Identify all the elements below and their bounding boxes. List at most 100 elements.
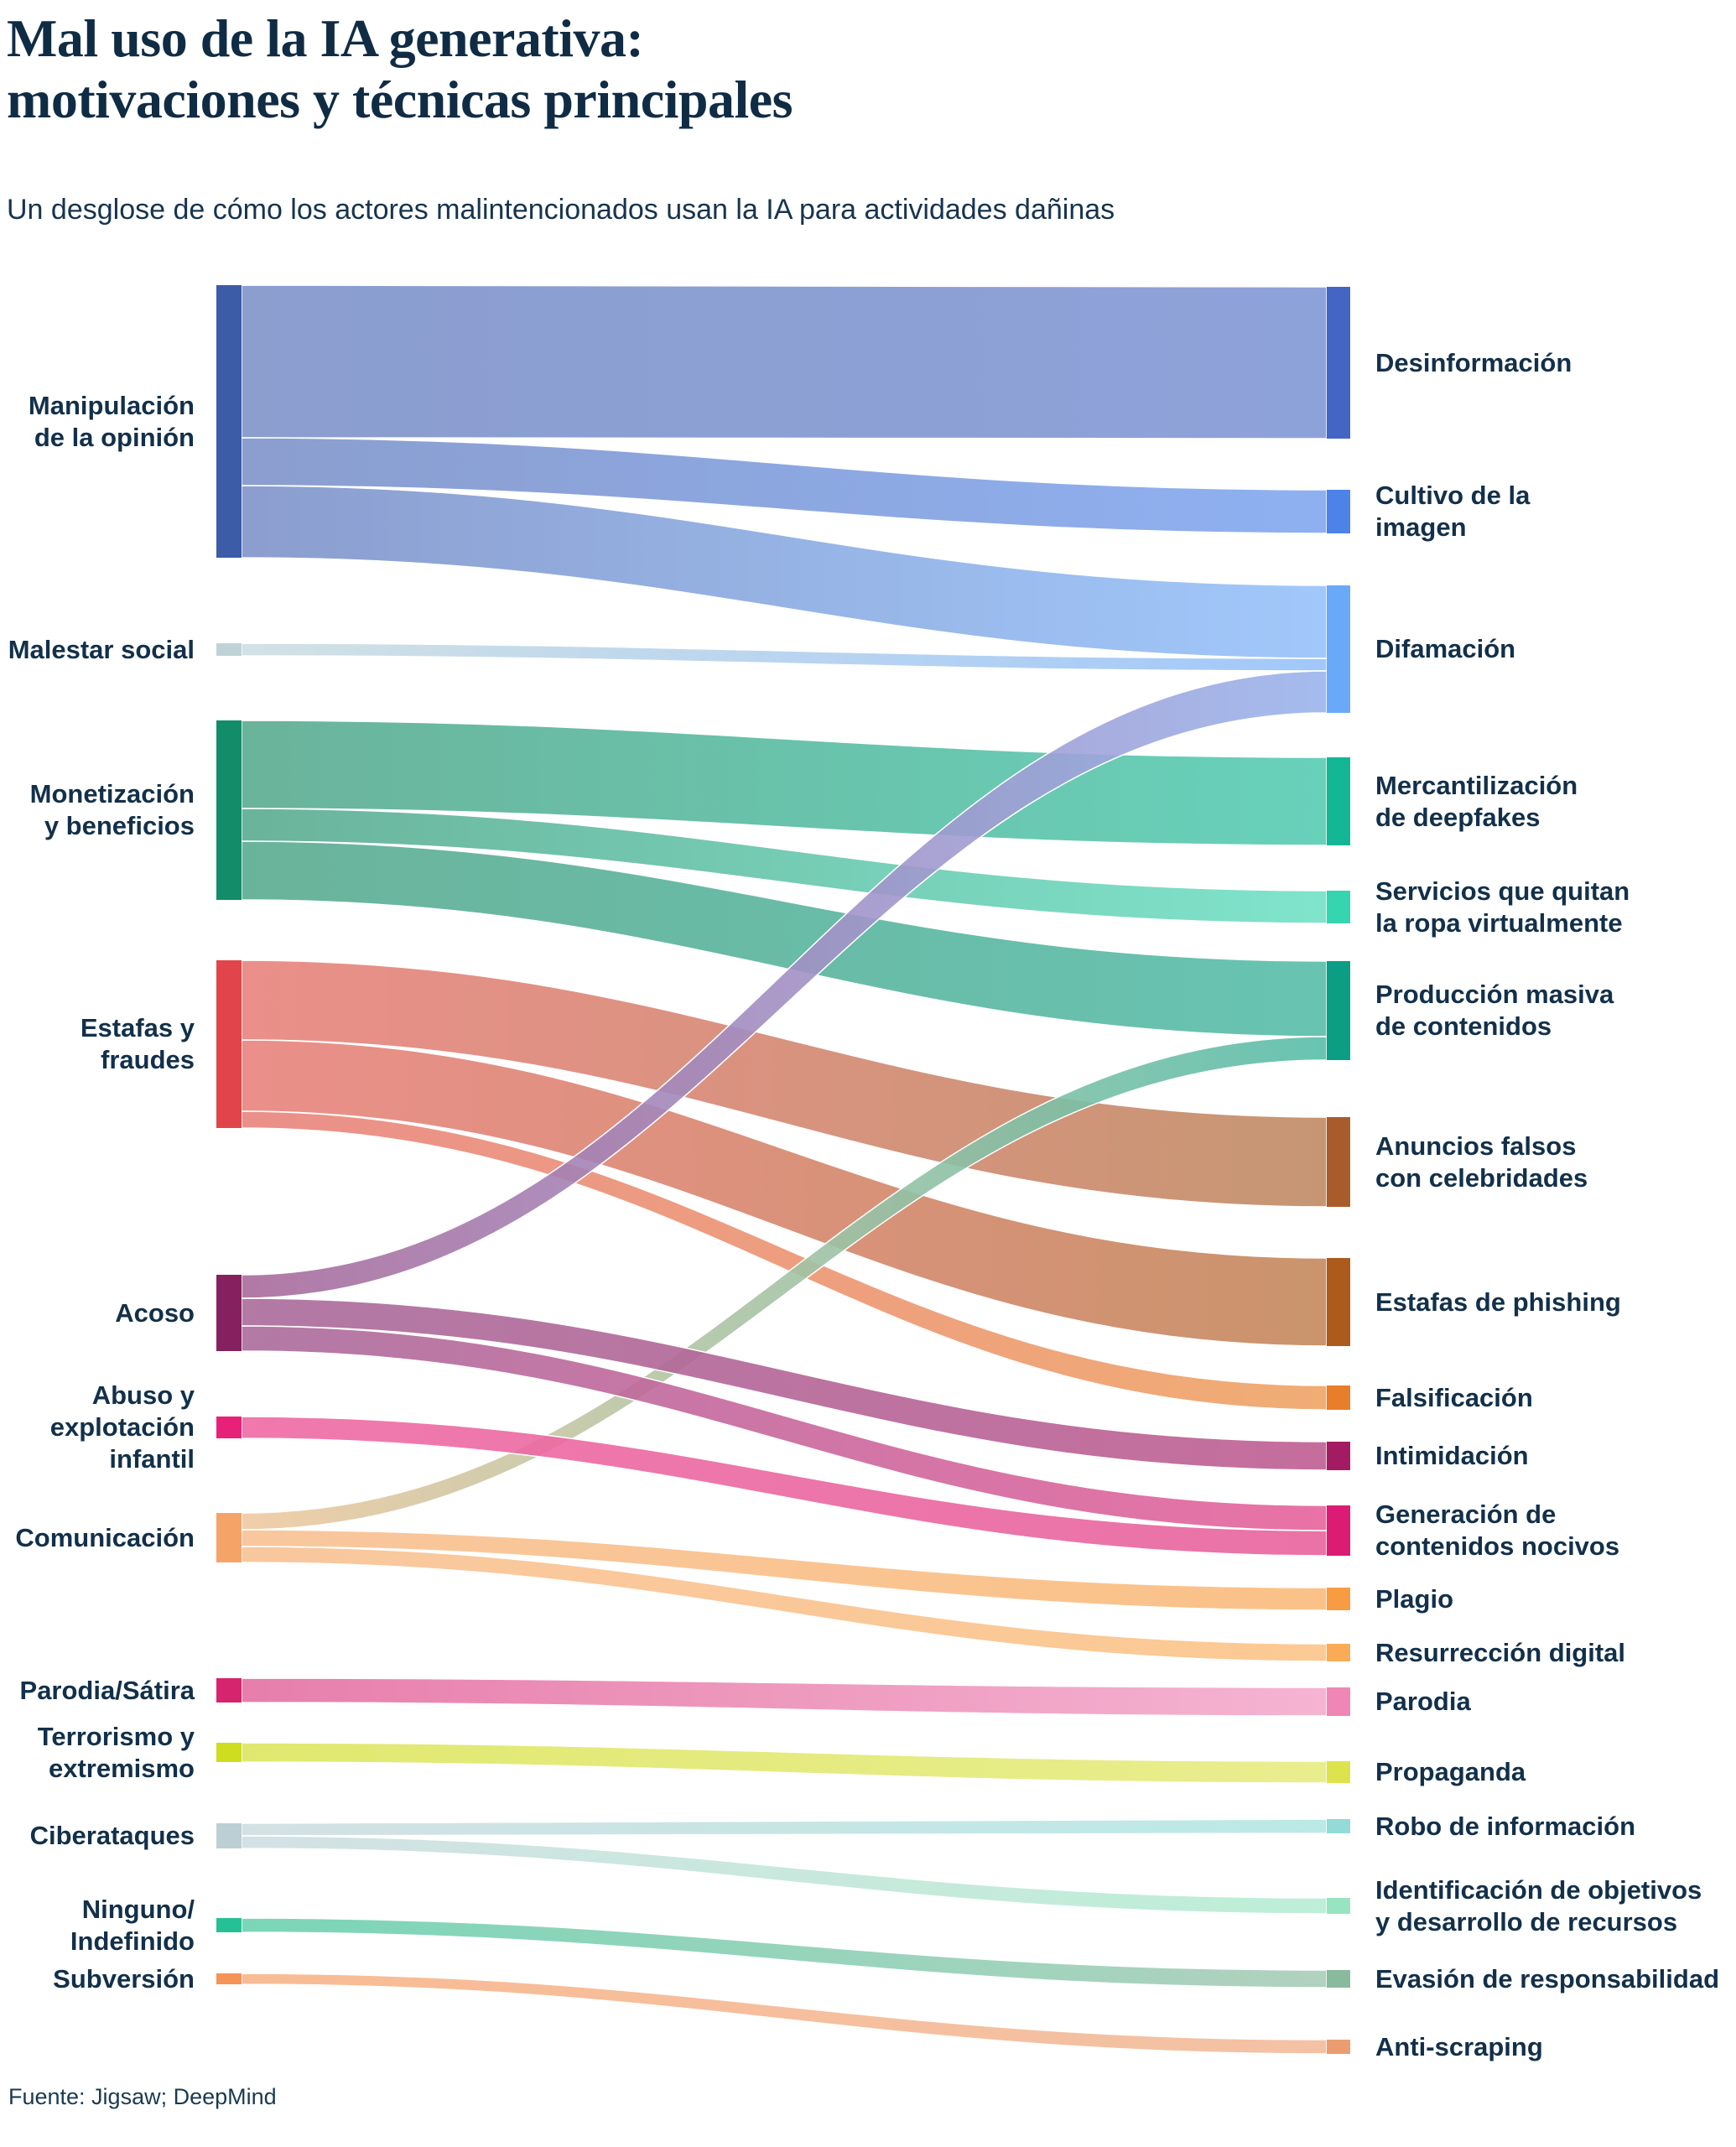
label-line: Mercantilización xyxy=(1375,770,1578,800)
right-node-bar-produccion xyxy=(1327,961,1350,1060)
right-node-label-phishing: Estafas de phishing xyxy=(1375,1287,1621,1318)
left-node-label-acoso: Acoso xyxy=(115,1297,195,1329)
left-node-bar-manipulacion xyxy=(216,285,242,558)
flow-ribbon-manipulacion-to-desinformacion xyxy=(241,284,1328,439)
right-node-bar-cultivo xyxy=(1327,490,1350,533)
label-line: Terrorismo y xyxy=(37,1721,195,1751)
label-line: Cultivo de la xyxy=(1375,481,1531,510)
right-node-label-difamacion: Difamación xyxy=(1375,633,1515,665)
label-line: contenidos nocivos xyxy=(1375,1531,1620,1561)
left-node-label-manipulacion: Manipulación de la opinión xyxy=(29,390,195,454)
left-node-bar-ninguno xyxy=(216,1918,242,1932)
label-line: con celebridades xyxy=(1375,1162,1588,1193)
right-node-bar-propaganda xyxy=(1327,1761,1350,1783)
label-line: Resurrección digital xyxy=(1375,1637,1626,1667)
label-line: Servicios que quitan xyxy=(1375,876,1630,906)
right-node-bar-mercantilizacion xyxy=(1327,757,1350,845)
flow-ribbon-ciberataques-to-identificacion xyxy=(241,1835,1328,1915)
label-line: Estafas y xyxy=(80,1013,195,1042)
label-line: Propaganda xyxy=(1375,1757,1526,1786)
label-line: Acoso xyxy=(115,1297,195,1328)
right-node-label-resurreccion: Resurrección digital xyxy=(1375,1637,1625,1669)
label-line: Ninguno/ xyxy=(81,1894,195,1924)
label-line: Robo de información xyxy=(1375,1811,1635,1841)
left-node-bar-abuso xyxy=(216,1417,242,1438)
right-node-label-robo: Robo de información xyxy=(1375,1811,1635,1843)
left-node-bar-parodia_satira xyxy=(216,1678,242,1703)
left-node-label-malestar: Malestar social xyxy=(8,634,195,666)
right-node-label-parodia: Parodia xyxy=(1375,1686,1471,1718)
label-line: y desarrollo de recursos xyxy=(1375,1906,1678,1936)
label-line: Generación de xyxy=(1375,1500,1557,1529)
label-line: de contenidos xyxy=(1375,1011,1552,1041)
right-node-label-plagio: Plagio xyxy=(1375,1583,1453,1615)
right-node-bar-difamacion xyxy=(1327,585,1350,713)
label-line: Abuso y xyxy=(91,1380,195,1410)
label-line: Desinformación xyxy=(1375,347,1572,377)
left-node-label-ciberataques: Ciberataques xyxy=(30,1820,195,1852)
label-line: de deepfakes xyxy=(1375,802,1541,832)
right-node-label-cultivo: Cultivo de la imagen xyxy=(1375,480,1530,543)
source-note: Fuente: Jigsaw; DeepMind xyxy=(8,2084,277,2109)
label-line: explotación xyxy=(49,1412,195,1442)
label-line: extremismo xyxy=(48,1753,195,1783)
label-line: la ropa virtualmente xyxy=(1375,907,1623,938)
right-node-label-servicios: Servicios que quitan la ropa virtualmente xyxy=(1375,876,1629,939)
label-line: Malestar social xyxy=(8,634,195,664)
left-node-bar-estafas xyxy=(216,960,242,1128)
label-line: fraudes xyxy=(101,1045,195,1074)
right-node-bar-antiscraping xyxy=(1327,2040,1350,2054)
label-line: Identificación de objetivos xyxy=(1375,1874,1702,1905)
label-line: Parodia/Sátira xyxy=(19,1675,195,1705)
label-line: Plagio xyxy=(1375,1583,1454,1614)
right-node-bar-evasion xyxy=(1327,1970,1350,1988)
left-node-label-estafas: Estafas y fraudes xyxy=(81,1012,195,1076)
left-node-label-ninguno: Ninguno/Indefinido xyxy=(70,1894,195,1957)
label-line: Parodia xyxy=(1375,1687,1471,1716)
left-node-label-terrorismo: Terrorismo y extremismo xyxy=(38,1721,195,1785)
left-node-bar-terrorismo xyxy=(216,1743,242,1762)
flow-ribbon-ciberataques-to-robo xyxy=(241,1818,1328,1837)
right-node-label-desinformacion: Desinformación xyxy=(1375,347,1572,379)
right-node-bar-desinformacion xyxy=(1327,287,1350,439)
label-line: y beneficios xyxy=(44,811,195,840)
right-node-bar-resurreccion xyxy=(1327,1644,1350,1661)
right-node-label-evasion: Evasión de responsabilidad xyxy=(1375,1963,1719,1995)
label-line: Producción masiva xyxy=(1375,980,1614,1009)
left-node-bar-acoso xyxy=(216,1275,242,1351)
label-line: Comunicación xyxy=(15,1522,195,1552)
right-node-label-generacion: Generación de contenidos nocivos xyxy=(1375,1499,1619,1562)
right-node-bar-plagio xyxy=(1327,1588,1350,1610)
right-node-bar-identificacion xyxy=(1327,1898,1350,1914)
left-node-label-parodia_satira: Parodia/Sátira xyxy=(20,1675,195,1707)
right-node-label-intimidacion: Intimidación xyxy=(1375,1440,1529,1472)
flow-ribbon-parodia_satira-to-parodia xyxy=(241,1677,1328,1717)
right-node-bar-generacion xyxy=(1327,1505,1350,1556)
right-node-bar-parodia xyxy=(1327,1687,1350,1716)
left-node-bar-subversion xyxy=(216,1973,242,1984)
label-line: Estafas de phishing xyxy=(1375,1287,1621,1317)
label-line: Monetización xyxy=(29,779,195,808)
right-node-label-identificacion: Identificación de objetivos y desarrollo … xyxy=(1375,1874,1702,1938)
flow-ribbon-terrorismo-to-propaganda xyxy=(241,1742,1328,1784)
right-node-label-antiscraping: Anti-scraping xyxy=(1375,2031,1543,2063)
label-line: Indefinido xyxy=(70,1926,195,1956)
label-line: Evasión de responsabilidad xyxy=(1375,1963,1720,1994)
left-node-label-abuso: Abuso y explotación infantil xyxy=(50,1380,195,1475)
label-line: Ciberataques xyxy=(29,1821,195,1850)
title-line-2: motivaciones y técnicas principales xyxy=(7,69,793,129)
right-node-label-propaganda: Propaganda xyxy=(1375,1756,1525,1788)
label-line: Anti-scraping xyxy=(1375,2031,1543,2061)
page-subtitle: Un desglose de cómo los actores malinten… xyxy=(7,194,1115,226)
label-line: de la opinión xyxy=(34,422,195,452)
label-line: Anuncios falsos xyxy=(1375,1131,1577,1161)
right-node-bar-servicios xyxy=(1327,891,1350,923)
right-node-bar-robo xyxy=(1327,1819,1350,1833)
right-node-label-falsificacion: Falsificación xyxy=(1375,1382,1533,1414)
right-node-label-produccion: Producción masiva de contenidos xyxy=(1375,979,1614,1042)
right-node-label-anuncios: Anuncios falsos con celebridades xyxy=(1375,1131,1588,1194)
left-node-bar-malestar xyxy=(216,643,242,656)
left-node-label-monetizacion: Monetización y beneficios xyxy=(30,778,195,842)
